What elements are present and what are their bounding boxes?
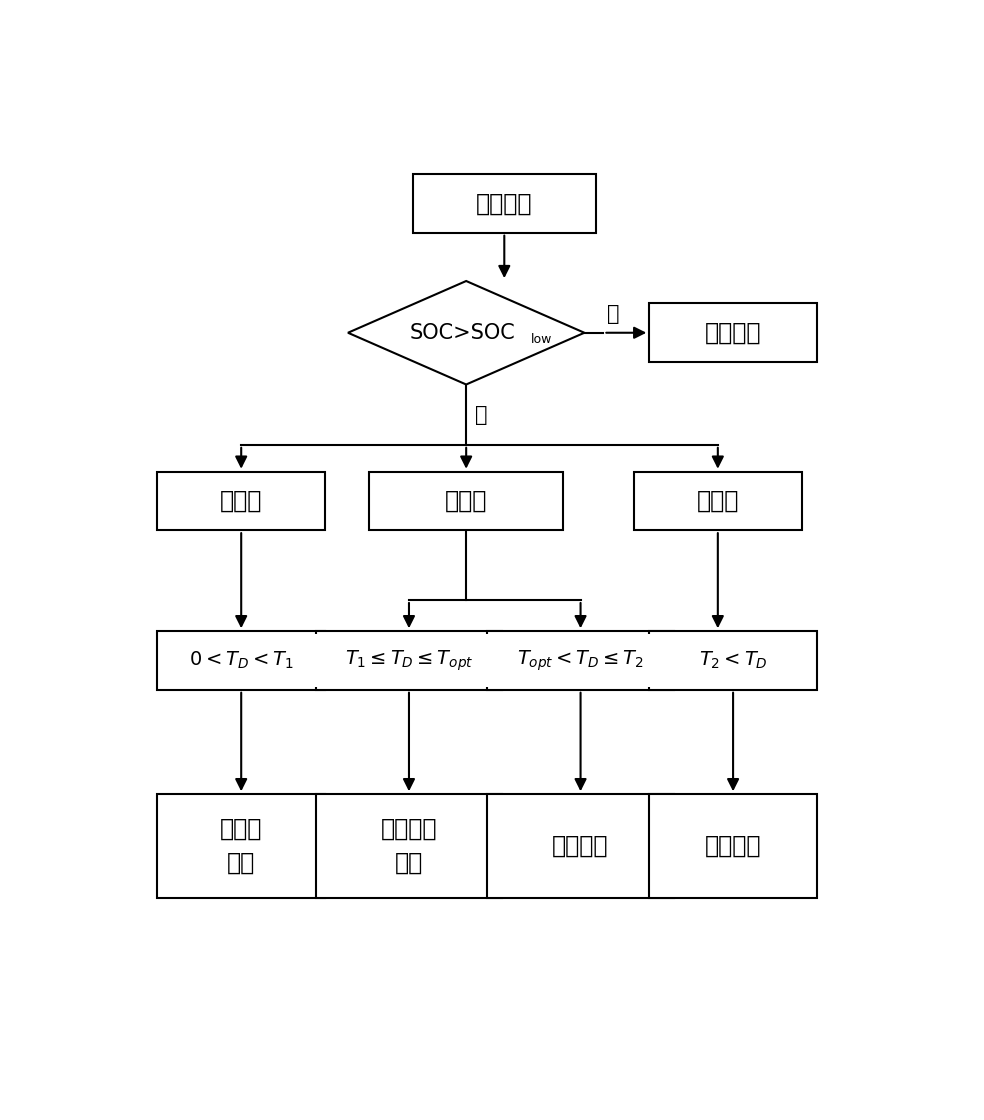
Text: T2<TD: T2<TD [700, 651, 767, 670]
Text: Topt<TD≤T2: Topt<TD≤T2 [519, 651, 643, 670]
Bar [157, 632, 325, 690]
Bar [487, 794, 674, 897]
Text: 行车充电: 行车充电 [705, 320, 762, 345]
Text: 纯电机
驱动: 纯电机 驱动 [220, 818, 263, 875]
Bar [316, 794, 503, 897]
Text: $T_2 < T_D$: $T_2 < T_D$ [699, 650, 768, 671]
Text: 低负荷: 低负荷 [220, 489, 263, 513]
Text: SOC>SOC: SOC>SOC [409, 323, 516, 343]
Text: 高负荷: 高负荷 [697, 489, 739, 513]
Bar [649, 304, 817, 362]
Bar [157, 472, 325, 530]
Bar [157, 794, 325, 897]
Text: 驱动模式: 驱动模式 [476, 192, 532, 215]
Bar [316, 632, 503, 690]
Text: $T_{opt} < T_D \leq T_2$: $T_{opt} < T_D \leq T_2$ [518, 648, 644, 673]
Text: $0 < T_D < T_1$: $0 < T_D < T_1$ [189, 650, 293, 671]
Bar [634, 472, 802, 530]
Bar [369, 472, 564, 530]
Bar [651, 634, 815, 688]
Bar [489, 634, 672, 688]
Bar [487, 632, 674, 690]
Bar [649, 632, 817, 690]
Text: $T_1 \leq T_D \leq T_{opt}$: $T_1 \leq T_D \leq T_{opt}$ [344, 648, 473, 673]
Bar [318, 634, 500, 688]
Text: T1≤TD≤Topt: T1≤TD≤Topt [346, 651, 471, 670]
Bar [413, 174, 596, 233]
Text: low: low [531, 333, 552, 346]
Text: 联合驱动: 联合驱动 [705, 834, 762, 858]
Text: 优化区: 优化区 [445, 489, 487, 513]
Text: 否: 否 [607, 305, 620, 324]
Text: 纯发动机
驱动: 纯发动机 驱动 [381, 818, 437, 875]
Text: 是: 是 [475, 404, 488, 424]
Polygon shape [348, 281, 584, 384]
Bar [159, 634, 323, 688]
Text: 联合驱动: 联合驱动 [552, 834, 609, 858]
Text: 0<TD<T1: 0<TD<T1 [193, 651, 289, 670]
Bar [649, 794, 817, 897]
